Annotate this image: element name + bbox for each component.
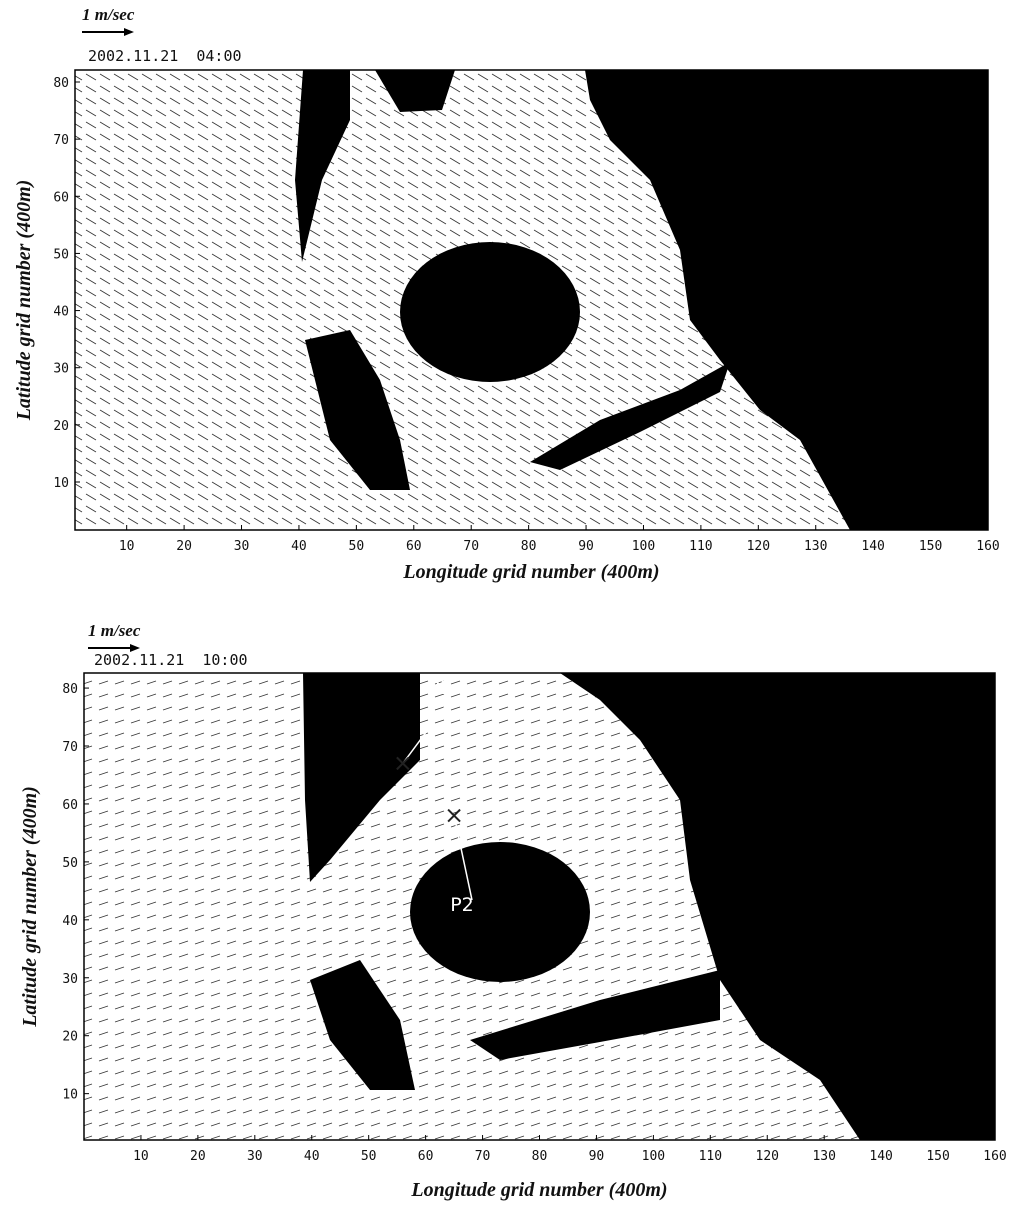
scale-arrow-head: [130, 644, 140, 652]
y-tick-label: 20: [62, 1030, 78, 1045]
y-tick-label: 70: [62, 740, 78, 755]
x-tick-label: 50: [349, 539, 365, 554]
x-tick-label: 150: [926, 1149, 949, 1164]
x-tick-label: 120: [756, 1149, 779, 1164]
point-marker: [447, 808, 461, 823]
y-tick-label: 10: [62, 1088, 78, 1103]
land-mask: [303, 673, 995, 1140]
x-tick-label: 20: [190, 1149, 206, 1164]
y-tick-label: 70: [53, 133, 69, 148]
land-mask: [295, 70, 988, 530]
y-tick-label: 60: [62, 798, 78, 813]
plot-frame: [74, 69, 989, 531]
point-label: P2: [450, 894, 474, 916]
x-axis-label: Longitude grid number (400m): [410, 1179, 667, 1201]
x-tick-label: 150: [919, 539, 942, 554]
scale-arrow-head: [124, 28, 134, 36]
pointer-line: [402, 699, 451, 764]
x-tick-label: 80: [521, 539, 537, 554]
y-tick-label: 40: [53, 305, 69, 320]
x-tick-label: 60: [418, 1149, 434, 1164]
y-axis-label: Latitude grid number (400m): [13, 180, 35, 422]
y-tick-label: 80: [53, 76, 69, 91]
x-tick-label: 40: [291, 539, 307, 554]
x-tick-label: 140: [861, 539, 884, 554]
panel: 10 20 30 40 50 60 70 80 90 100 110 120 130 140 150 160 1…: [13, 5, 1000, 583]
y-tick-label: 20: [53, 419, 69, 434]
chart-title: 2002.11.21 10:00: [94, 651, 248, 669]
x-tick-label: 50: [361, 1149, 377, 1164]
x-tick-label: 20: [176, 539, 192, 554]
x-tick-label: 110: [699, 1149, 722, 1164]
x-tick-label: 160: [983, 1149, 1006, 1164]
x-tick-label: 130: [812, 1149, 835, 1164]
x-tick-label: 30: [247, 1149, 263, 1164]
y-tick-label: 10: [53, 476, 69, 491]
x-tick-label: 10: [133, 1149, 149, 1164]
scale-label: 1 m/sec: [82, 5, 135, 24]
y-tick-label: 30: [53, 362, 69, 377]
point-marker: [396, 756, 410, 771]
x-tick-label: 90: [578, 539, 594, 554]
x-tick-label: 10: [119, 539, 135, 554]
x-tick-label: 140: [869, 1149, 892, 1164]
x-tick-label: 60: [406, 539, 422, 554]
y-tick-label: 40: [62, 914, 78, 929]
x-tick-label: 100: [642, 1149, 665, 1164]
x-tick-label: 90: [589, 1149, 605, 1164]
point-label: P1: [428, 677, 452, 699]
x-tick-label: 120: [747, 539, 770, 554]
x-tick-label: 70: [475, 1149, 491, 1164]
x-tick-label: 110: [689, 539, 712, 554]
y-tick-label: 50: [62, 856, 78, 871]
y-tick-label: 50: [53, 247, 69, 262]
chart-title: 2002.11.21 04:00: [88, 47, 242, 65]
x-tick-label: 160: [976, 539, 999, 554]
x-axis-label: Longitude grid number (400m): [402, 561, 659, 583]
y-tick-label: 60: [53, 190, 69, 205]
panel: 10 20 30 40 50 60 70 80 90 100 110 120 130 140 150 160 1…: [19, 621, 1007, 1201]
y-tick-label: 80: [62, 682, 78, 697]
x-tick-label: 40: [304, 1149, 320, 1164]
x-tick-label: 80: [532, 1149, 548, 1164]
x-tick-label: 30: [234, 539, 250, 554]
scale-label: 1 m/sec: [88, 621, 141, 640]
x-tick-label: 70: [463, 539, 479, 554]
x-tick-label: 130: [804, 539, 827, 554]
y-tick-label: 30: [62, 972, 78, 987]
x-tick-label: 100: [632, 539, 655, 554]
y-axis-label: Latitude grid number (400m): [19, 786, 41, 1028]
pointer-line: [453, 815, 473, 901]
